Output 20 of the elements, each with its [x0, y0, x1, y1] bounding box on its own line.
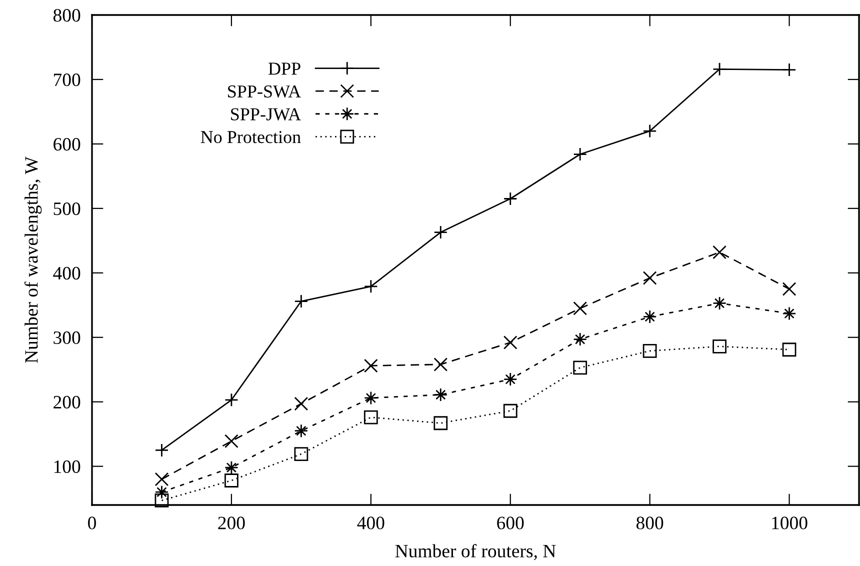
y-tick-label: 700 — [54, 74, 80, 86]
y-tick-label: 500 — [54, 202, 80, 216]
x-tick-label: 400 — [357, 516, 384, 530]
x-axis-title: Number of routers, N — [395, 544, 556, 560]
y-tick-label: 100 — [54, 460, 80, 474]
y-tick-label: 300 — [54, 331, 80, 344]
x-tick-label: 0 — [88, 516, 96, 530]
y-tick-label: 600 — [54, 138, 80, 151]
y-tick-label: 200 — [54, 396, 80, 409]
x-tick-label: 200 — [218, 516, 245, 530]
x-tick-label: 600 — [497, 516, 524, 530]
x-tick-label: 800 — [636, 516, 664, 530]
legend-label: DPP — [268, 62, 300, 75]
legend-label: No Protection — [200, 131, 301, 144]
legend-label: SPP-JWA — [231, 108, 301, 120]
y-tick-label: 800 — [53, 9, 80, 22]
y-tick-label: 400 — [53, 266, 80, 280]
y-axis-title: Number of wavelengths, W — [24, 156, 42, 363]
x-tick-label: 1000 — [772, 516, 808, 530]
legend-label: SPP-SWA — [228, 85, 301, 98]
